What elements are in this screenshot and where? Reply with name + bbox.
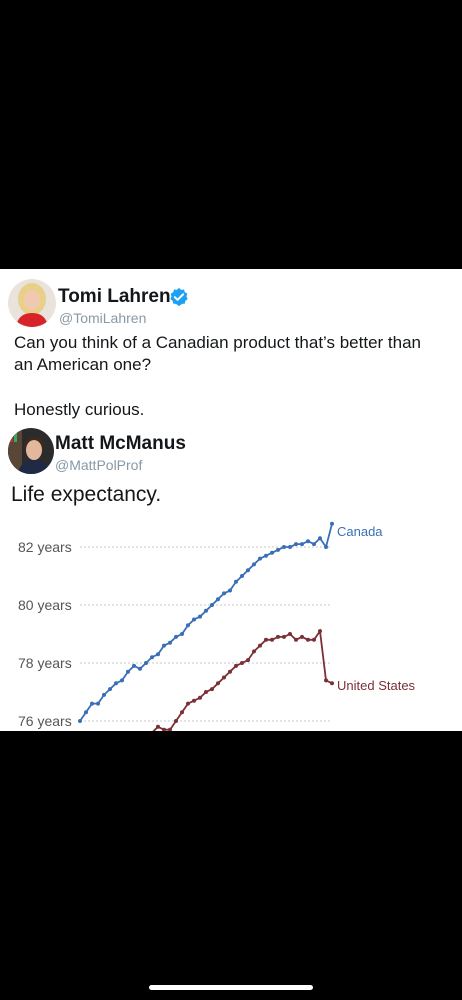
tweet1-author-name[interactable]: Tomi Lahren	[58, 286, 171, 307]
united-states-data-point	[204, 690, 208, 694]
united-states-data-point	[210, 687, 214, 692]
canada-data-point	[282, 545, 286, 549]
united-states-data-point	[264, 637, 268, 642]
tomi-lahren-avatar[interactable]	[8, 279, 56, 327]
canada-data-point	[270, 550, 274, 555]
canada-data-point	[84, 710, 88, 715]
canada-data-point	[180, 632, 184, 636]
united-states-data-point	[240, 661, 244, 665]
canada-data-point	[78, 719, 82, 723]
canada-data-point	[222, 591, 226, 596]
united-states-data-point	[330, 681, 334, 686]
matt-mcmanus-avatar[interactable]	[8, 428, 54, 474]
canada-data-point	[306, 539, 310, 544]
united-states-data-point	[276, 634, 280, 639]
canada-data-point	[192, 617, 196, 622]
tweet-screenshot-card: Tomi Lahren @TomiLahren Can you think of…	[0, 269, 462, 731]
verified-badge-icon	[170, 287, 188, 307]
tweet1-text-line3: Honestly curious.	[14, 400, 145, 419]
united-states-data-point	[252, 649, 256, 654]
canada-data-point	[90, 701, 94, 706]
home-indicator	[149, 985, 313, 990]
tweet1-text-line2: an American one?	[14, 355, 152, 374]
united-states-data-point	[222, 675, 226, 680]
united-states-data-point	[180, 710, 184, 715]
canada-data-point	[264, 553, 268, 558]
canada-data-point	[330, 521, 334, 526]
y-tick-label: 80 years	[18, 597, 72, 613]
canada-data-point	[216, 597, 220, 602]
united-states-data-point	[228, 669, 232, 674]
canada-data-point	[204, 608, 208, 613]
canada-data-point	[108, 687, 112, 692]
united-states-data-point	[270, 637, 274, 642]
united-states-series-label: United States	[337, 678, 416, 693]
life-expectancy-chart: 76 years 78 years 80 years 82 years Canada Un…	[18, 521, 416, 731]
united-states-data-point	[192, 698, 196, 703]
y-tick-label: 82 years	[18, 539, 72, 555]
united-states-data-point	[234, 663, 238, 668]
united-states-series-line	[152, 628, 333, 731]
canada-data-point	[288, 545, 292, 549]
canada-data-point	[162, 643, 166, 648]
tweet2-author-name[interactable]: Matt McManus	[55, 433, 186, 454]
canada-data-point	[126, 669, 130, 674]
united-states-data-point	[282, 634, 286, 639]
united-states-data-point	[156, 724, 160, 729]
united-states-data-point	[294, 637, 298, 642]
canada-data-point	[102, 692, 106, 697]
canada-data-point	[114, 681, 118, 686]
canada-data-point	[234, 579, 238, 584]
canada-data-point	[186, 623, 190, 628]
canada-data-point	[120, 678, 124, 683]
canada-data-point	[168, 640, 172, 645]
canada-data-point	[246, 568, 250, 573]
united-states-data-point	[318, 629, 322, 634]
canada-data-point	[318, 536, 322, 541]
canada-data-point	[198, 614, 202, 619]
united-states-data-point	[324, 678, 328, 683]
united-states-data-point	[198, 695, 202, 700]
united-states-data-point	[186, 701, 190, 706]
canada-series-label: Canada	[337, 524, 383, 539]
canada-data-point	[210, 603, 214, 607]
canada-data-point	[132, 663, 136, 668]
canada-data-point	[324, 545, 328, 549]
tweet2-author-handle[interactable]: @MattPolProf	[55, 457, 143, 473]
canada-data-point	[150, 655, 154, 660]
canada-data-point	[96, 701, 100, 706]
canada-data-point	[228, 588, 232, 593]
united-states-data-point	[246, 658, 250, 663]
canada-data-point	[258, 556, 262, 561]
canada-data-point	[144, 661, 148, 665]
united-states-data-point	[312, 637, 316, 642]
tweet1-author-handle[interactable]: @TomiLahren	[59, 310, 147, 326]
canada-data-point	[312, 542, 316, 547]
canada-data-point	[294, 542, 298, 547]
y-tick-label: 76 years	[18, 713, 72, 729]
united-states-data-point	[300, 634, 304, 639]
tweet1-text-line1: Can you think of a Canadian product that…	[14, 333, 422, 352]
united-states-data-point	[258, 643, 262, 648]
canada-data-point	[240, 574, 244, 578]
united-states-data-point	[306, 637, 310, 642]
y-tick-label: 78 years	[18, 655, 72, 671]
canada-data-point	[276, 547, 280, 552]
united-states-data-point	[168, 727, 172, 731]
tweet2-text: Life expectancy.	[11, 483, 162, 506]
united-states-data-point	[174, 719, 178, 723]
united-states-data-point	[162, 727, 166, 731]
united-states-data-point	[288, 632, 292, 636]
canada-data-point	[156, 652, 160, 657]
canada-data-point	[174, 634, 178, 639]
canada-data-point	[252, 562, 256, 567]
canada-data-point	[138, 666, 142, 671]
canada-data-point	[300, 542, 304, 547]
united-states-data-point	[216, 681, 220, 686]
